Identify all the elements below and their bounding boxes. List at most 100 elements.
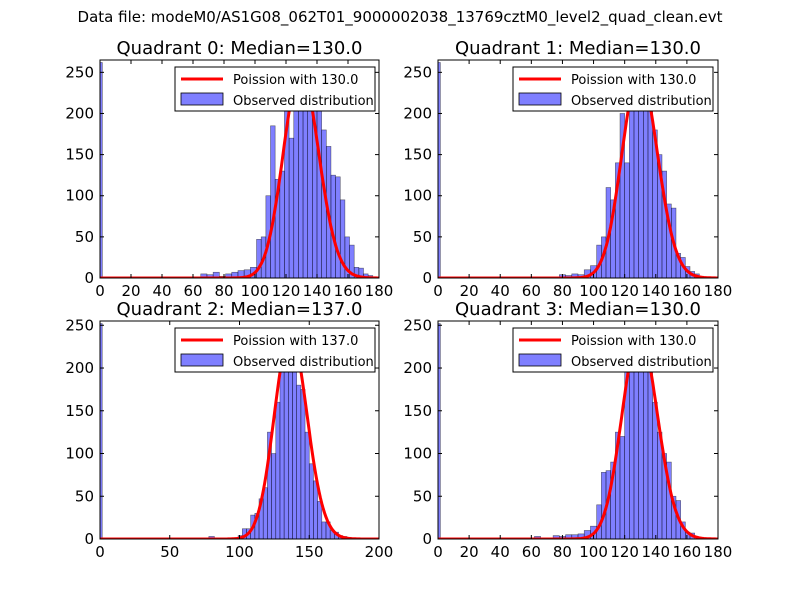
x-tick-label: 60: [183, 282, 202, 300]
x-tick-label: 100: [241, 282, 270, 300]
x-tick-label: 40: [491, 543, 510, 561]
legend-bar-swatch: [518, 92, 562, 106]
histogram-bar: [317, 501, 323, 539]
y-tick-label: 100: [65, 445, 94, 463]
histogram-bar: [349, 244, 355, 278]
legend-label: Observed distribution: [571, 94, 712, 109]
x-tick-label: 80: [214, 282, 233, 300]
x-tick-label: 120: [610, 282, 639, 300]
histogram-bar: [438, 62, 441, 278]
x-tick-label: 60: [522, 282, 541, 300]
y-tick-label: 150: [403, 146, 432, 164]
histogram-bar: [624, 162, 630, 278]
histogram-bar: [279, 170, 285, 278]
y-tick-label: 100: [403, 187, 432, 205]
axes-frame: [99, 59, 380, 279]
y-tick-label: 150: [65, 146, 94, 164]
histogram-bar: [292, 346, 297, 539]
y-tick-label: 200: [65, 359, 94, 377]
x-tick-label: 0: [95, 282, 105, 300]
legend: Poission with 130.0 Observed distribution: [174, 66, 376, 112]
y-tick-label: 200: [403, 359, 432, 377]
legend-label: Poission with 130.0: [571, 334, 696, 349]
x-tick-label: 20: [121, 282, 140, 300]
x-tick-label: 180: [704, 543, 733, 561]
x-tick-label: 80: [553, 282, 572, 300]
legend-bar-swatch: [180, 353, 224, 367]
y-tick-label: 50: [413, 487, 432, 505]
histogram-bar: [275, 401, 281, 539]
histogram-bar: [321, 521, 327, 539]
x-tick-label: 100: [579, 543, 608, 561]
legend: Poission with 130.0 Observed distribution: [512, 327, 714, 373]
legend-label: Poission with 137.0: [233, 334, 358, 349]
x-tick-label: 20: [460, 543, 479, 561]
histogram-bar: [619, 436, 625, 539]
legend: Poission with 130.0 Observed distribution: [512, 66, 714, 112]
x-tick-label: 0: [95, 543, 105, 561]
x-tick-label: 100: [225, 543, 254, 561]
axes-frame: [437, 59, 719, 279]
histogram-bar: [100, 62, 103, 278]
x-tick-label: 120: [272, 282, 301, 300]
x-tick-label: 160: [334, 282, 363, 300]
x-tick-label: 120: [610, 543, 639, 561]
x-tick-label: 20: [460, 282, 479, 300]
legend-label: Observed distribution: [233, 94, 374, 109]
histogram-bar: [288, 137, 295, 278]
x-tick-label: 160: [673, 282, 702, 300]
subplot-title: Quadrant 2: Median=137.0: [117, 299, 363, 320]
legend-bar-swatch: [180, 92, 224, 106]
histogram-bar: [302, 104, 308, 278]
histogram-bar: [643, 88, 649, 278]
histogram-bar: [335, 176, 341, 278]
y-tick-label: 200: [65, 104, 94, 122]
x-tick-label: 140: [303, 282, 332, 300]
y-tick-label: 250: [403, 316, 432, 334]
x-tick-label: 40: [152, 282, 171, 300]
subplot-quadrant-0: Quadrant 0: Median=130.0 0 20 40 60 80 100 120…: [65, 38, 393, 300]
x-tick-label: 200: [365, 543, 394, 561]
y-tick-label: 250: [65, 316, 94, 334]
legend-bar-swatch: [518, 353, 562, 367]
y-tick-label: 250: [403, 63, 432, 81]
histogram-bar: [308, 463, 314, 539]
subplot-quadrant-2: Quadrant 2: Median=137.0 0 50 100 150 200 0 50…: [65, 299, 393, 561]
figure-title: Data file: modeM0/AS1G08_062T01_90000020…: [77, 8, 723, 26]
subplot-quadrant-1: Quadrant 1: Median=130.0 0 20 40 60 80 100 120…: [403, 38, 732, 300]
histogram-bar: [212, 271, 220, 278]
y-tick-label: 50: [75, 487, 94, 505]
legend-label: Observed distribution: [571, 355, 712, 370]
y-tick-label: 200: [403, 104, 432, 122]
y-tick-label: 0: [84, 269, 94, 287]
x-tick-label: 140: [641, 282, 670, 300]
legend-label: Observed distribution: [233, 355, 374, 370]
histogram-bar: [316, 104, 322, 278]
x-tick-label: 180: [704, 282, 733, 300]
legend: Poission with 137.0 Observed distribution: [174, 327, 376, 373]
histogram-bar: [307, 109, 313, 278]
y-tick-label: 50: [75, 228, 94, 246]
subplot-quadrant-3: Quadrant 3: Median=130.0 0 20 40 60 80 100 120…: [403, 299, 732, 561]
x-tick-label: 0: [433, 543, 443, 561]
histogram-bar: [296, 384, 302, 539]
y-tick-label: 100: [65, 187, 94, 205]
histogram-bar: [293, 88, 299, 278]
x-tick-label: 60: [522, 543, 541, 561]
axes-frame: [437, 320, 719, 540]
subplot-title: Quadrant 3: Median=130.0: [455, 299, 701, 320]
y-tick-label: 0: [84, 530, 94, 548]
x-tick-label: 100: [579, 282, 608, 300]
y-tick-label: 150: [65, 402, 94, 420]
x-tick-label: 160: [673, 543, 702, 561]
y-tick-label: 0: [422, 530, 432, 548]
histogram-bar: [652, 401, 658, 539]
x-tick-label: 50: [160, 543, 179, 561]
histogram-bar: [313, 480, 318, 539]
legend-label: Poission with 130.0: [233, 73, 358, 88]
histogram-bar: [629, 81, 635, 278]
histogram-bar: [304, 431, 310, 539]
subplot-title: Quadrant 0: Median=130.0: [117, 38, 363, 59]
y-tick-label: 0: [422, 269, 432, 287]
